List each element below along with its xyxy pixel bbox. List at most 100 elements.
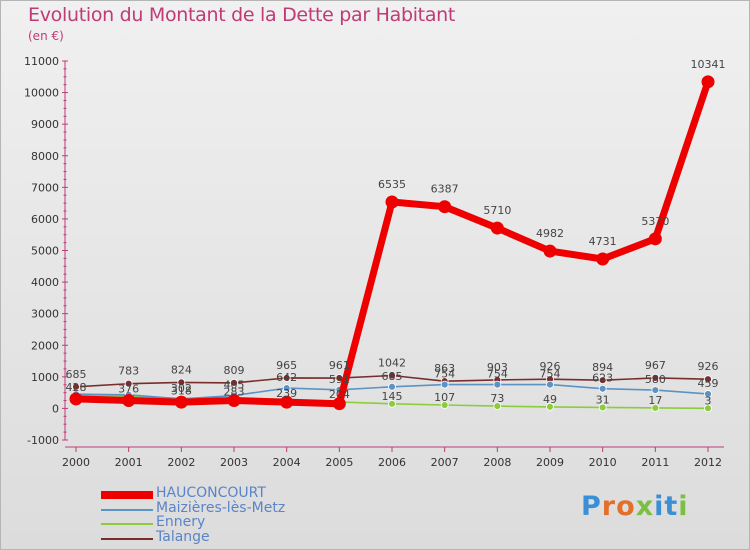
logo-letter: o	[616, 491, 636, 522]
x-tick-label: 2012	[694, 456, 722, 469]
x-tick-label: 2003	[220, 456, 248, 469]
data-point	[69, 392, 83, 406]
data-label: 894	[592, 361, 613, 374]
data-label: 49	[543, 393, 557, 406]
data-label: 73	[490, 392, 504, 405]
y-tick-label: 3000	[31, 308, 59, 321]
data-point	[280, 395, 294, 409]
x-tick-label: 2005	[325, 456, 353, 469]
y-tick-label: 5000	[31, 245, 59, 258]
data-label: 809	[224, 364, 245, 377]
logo-letter: r	[601, 491, 617, 522]
labels-ennery: 428 376 318 283 239 204 145 107 73 49 31 17 3	[66, 381, 712, 407]
data-point	[704, 390, 712, 398]
y-tick-label: 6000	[31, 213, 59, 226]
data-point	[282, 384, 291, 393]
data-label: 863	[434, 362, 455, 375]
x-tick-label: 2011	[641, 456, 669, 469]
legend-swatch-ennery	[101, 523, 153, 525]
data-point	[230, 378, 238, 387]
data-point	[174, 395, 188, 409]
logo-letter: i	[678, 491, 689, 522]
data-label: 204	[329, 388, 350, 401]
data-point	[598, 376, 607, 385]
y-tick-label: 0	[52, 402, 59, 415]
data-label: 926	[540, 360, 561, 373]
y-tick-label: 1000	[31, 371, 59, 384]
data-point	[651, 386, 660, 394]
data-point	[438, 200, 452, 214]
data-point	[651, 373, 660, 382]
data-point	[388, 382, 396, 391]
data-point	[704, 404, 712, 413]
data-point	[332, 397, 346, 411]
data-point	[546, 380, 554, 389]
data-point	[651, 403, 660, 412]
data-label: 685	[382, 370, 403, 383]
data-label: 754	[487, 368, 508, 381]
proxiti-logo: Proxiti	[581, 491, 689, 522]
data-label: 428	[66, 381, 87, 394]
data-point	[385, 195, 399, 209]
data-point	[493, 380, 502, 389]
data-label: 10341	[691, 58, 726, 71]
series-layer	[69, 75, 715, 413]
y-tick-label: 11000	[24, 55, 59, 68]
legend-label-ennery: Ennery	[156, 514, 206, 530]
data-point	[388, 371, 396, 380]
legend-swatch-talange	[101, 538, 153, 540]
data-point	[282, 374, 291, 382]
data-label: 145	[382, 390, 403, 403]
x-tick-label: 2007	[431, 456, 459, 469]
y-tick-label: 2000	[31, 339, 59, 352]
chart-axes: -1000 0 1000 2000 3000 4000 5000 6000 7000 8000 90…	[24, 55, 724, 469]
data-point	[227, 394, 241, 408]
labels-talange: 685 783 824 809 965 961 1042 863 903 926 894 967 926	[66, 357, 719, 381]
data-label: 783	[118, 365, 139, 378]
data-label: 107	[434, 391, 455, 404]
data-label: 754	[540, 368, 561, 381]
data-point	[440, 401, 449, 409]
x-tick-label: 2008	[483, 456, 511, 469]
data-label: 965	[276, 359, 297, 372]
legend-label-hauconcourt: HAUCONCOURT	[156, 485, 266, 501]
y-tick-label: 9000	[31, 118, 59, 131]
legend-swatch-hauconcourt	[101, 491, 153, 499]
data-point	[124, 379, 133, 388]
data-point	[177, 378, 186, 387]
data-label: 967	[645, 359, 666, 372]
series-talange	[72, 371, 712, 391]
logo-letter: t	[664, 491, 679, 522]
y-tick-label: 8000	[31, 150, 59, 163]
data-label: 3	[705, 394, 712, 407]
data-label: 591	[329, 373, 350, 386]
data-point	[493, 402, 502, 411]
x-tick-label: 2002	[167, 456, 195, 469]
data-label: 31	[596, 393, 610, 406]
x-tick-label: 2006	[378, 456, 406, 469]
data-label: 17	[648, 394, 662, 407]
data-label: 903	[487, 361, 508, 374]
data-point	[598, 384, 607, 393]
data-label: 405	[224, 379, 245, 392]
x-tick-label: 2009	[536, 456, 564, 469]
data-point	[490, 221, 504, 235]
data-label: 5370	[641, 215, 669, 228]
data-point	[596, 252, 610, 266]
y-tick-label: 4000	[31, 276, 59, 289]
y-tick-label: -1000	[27, 434, 59, 447]
legend-label-maizieres-les-metz: Maizières-lès-Metz	[156, 500, 286, 516]
x-tick-label: 2010	[589, 456, 617, 469]
data-label: 580	[645, 373, 666, 386]
data-point	[122, 394, 136, 408]
labels-maizieres-les-metz: 302 405 642 591 685 754 754 754 623 580 459	[171, 368, 719, 395]
x-tick-label: 2004	[273, 456, 301, 469]
data-label: 6535	[378, 178, 406, 191]
data-label: 239	[276, 387, 297, 400]
data-point	[440, 380, 449, 389]
x-tick-label: 2001	[115, 456, 143, 469]
data-point	[388, 399, 396, 408]
data-point	[598, 403, 607, 412]
